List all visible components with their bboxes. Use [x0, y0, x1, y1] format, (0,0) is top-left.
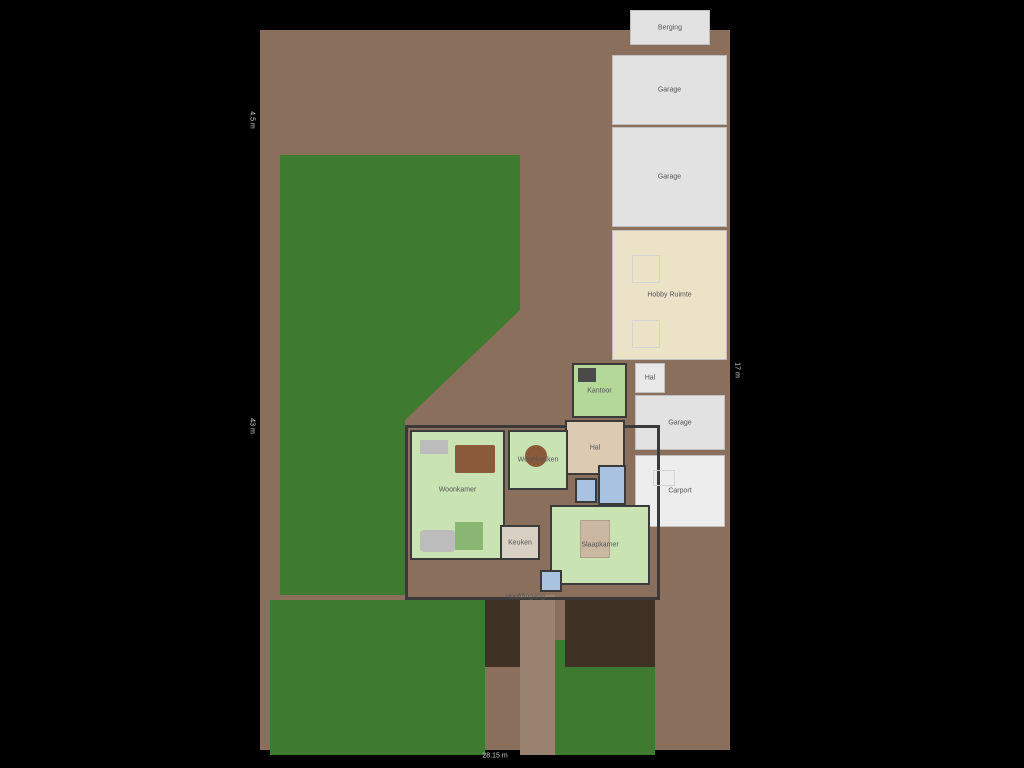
- dim-right-lower: 4.5 m: [249, 111, 256, 129]
- furniture-bed: [580, 520, 610, 558]
- floorplan-canvas: Berging Garage Garage Hobby Ruimte Hal G…: [0, 0, 1024, 768]
- room-toilet: [575, 478, 597, 503]
- furniture-hobby-rug-2: [632, 320, 660, 348]
- room-berging: [630, 10, 710, 45]
- room-garage-2: [612, 127, 727, 227]
- furniture-rug: [455, 522, 483, 550]
- room-badkamer: [598, 465, 626, 505]
- furniture-car-icon: [653, 470, 675, 486]
- furniture-hobby-rug-1: [632, 255, 660, 283]
- furniture-desk: [578, 368, 596, 382]
- grass-lower-left: [270, 600, 485, 755]
- furniture-kitchen-table: [525, 445, 547, 467]
- dim-right-upper: 17 m: [734, 362, 741, 378]
- room-entry-hal: [540, 570, 562, 592]
- furniture-dining-table: [455, 445, 495, 473]
- room-hal-annex: [635, 363, 665, 393]
- furniture-sofa-2: [420, 530, 455, 552]
- front-path: [520, 595, 555, 755]
- furniture-sofa-1: [420, 440, 448, 454]
- room-keuken: [500, 525, 540, 560]
- soil-patch-right: [565, 597, 655, 667]
- dim-bottom: 28.15 m: [482, 753, 507, 760]
- dim-left: 43 m: [249, 418, 256, 434]
- room-hobby: [612, 230, 727, 360]
- room-garage-1: [612, 55, 727, 125]
